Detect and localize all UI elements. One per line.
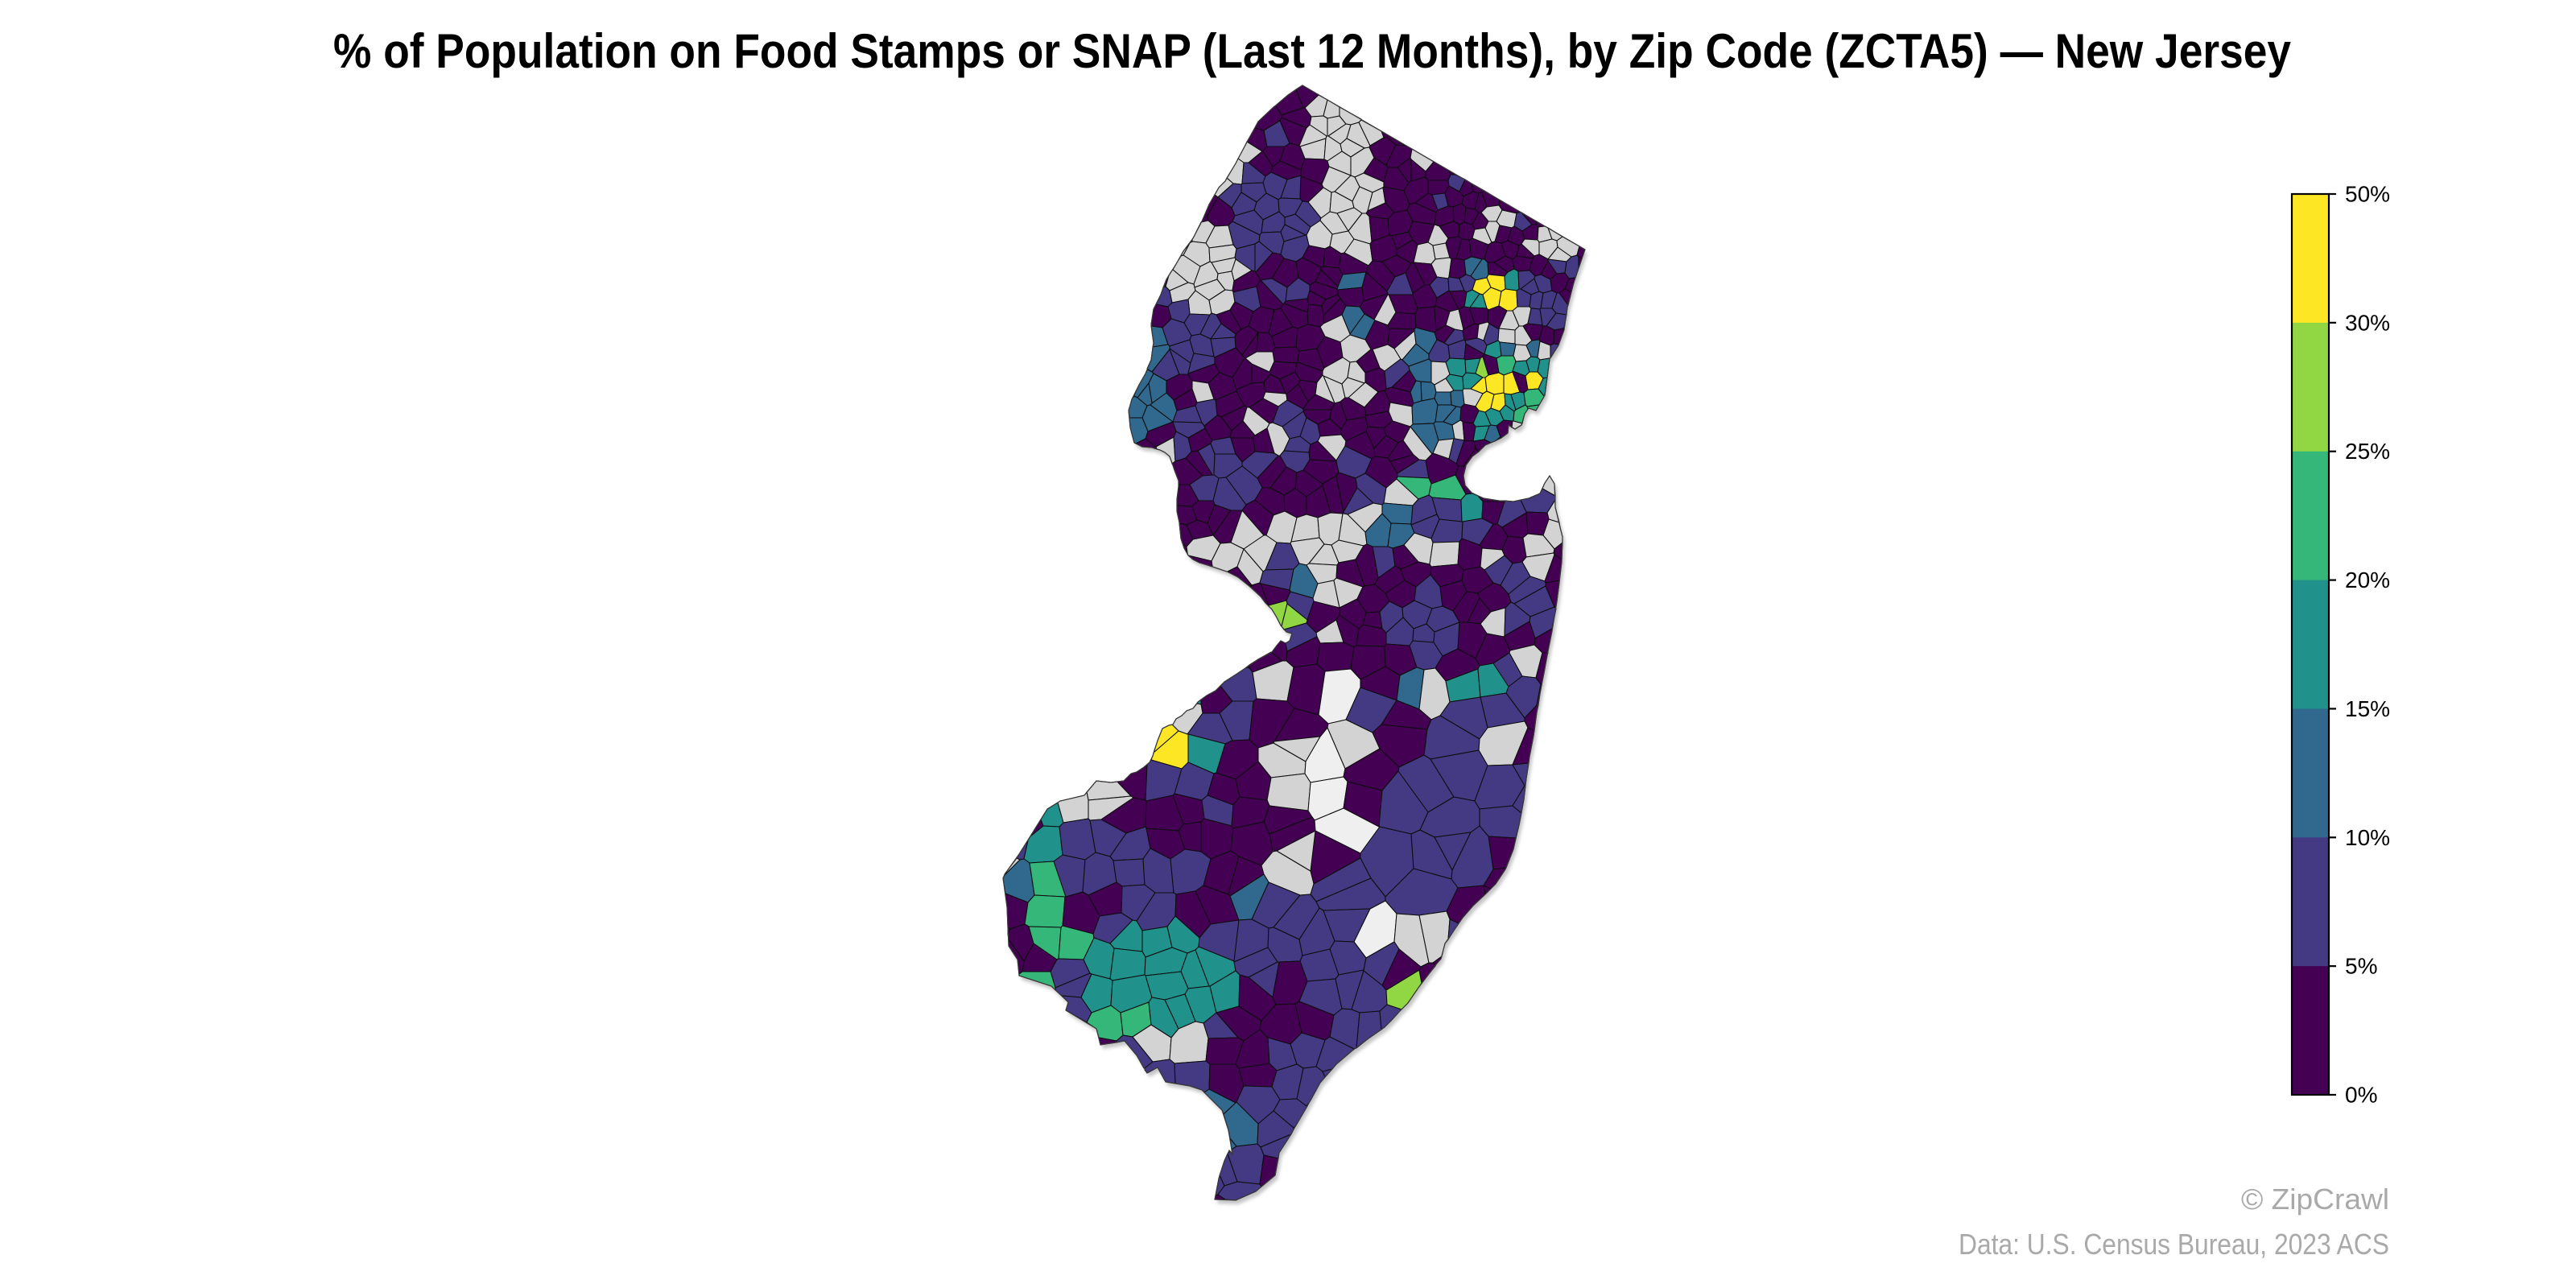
svg-text:10%: 10%: [2345, 825, 2390, 850]
svg-text:25%: 25%: [2345, 439, 2390, 464]
svg-text:Data: U.S. Census Bureau, 2023: Data: U.S. Census Bureau, 2023 ACS: [1959, 1228, 2389, 1261]
svg-text:15%: 15%: [2345, 696, 2390, 721]
svg-text:% of Population on Food Stamps: % of Population on Food Stamps or SNAP (…: [333, 24, 2292, 78]
svg-text:© ZipCrawl: © ZipCrawl: [2241, 1183, 2389, 1216]
svg-text:0%: 0%: [2345, 1083, 2377, 1108]
svg-text:30%: 30%: [2345, 310, 2390, 335]
svg-text:50%: 50%: [2345, 182, 2390, 207]
svg-text:5%: 5%: [2345, 954, 2377, 979]
svg-text:20%: 20%: [2345, 568, 2390, 592]
